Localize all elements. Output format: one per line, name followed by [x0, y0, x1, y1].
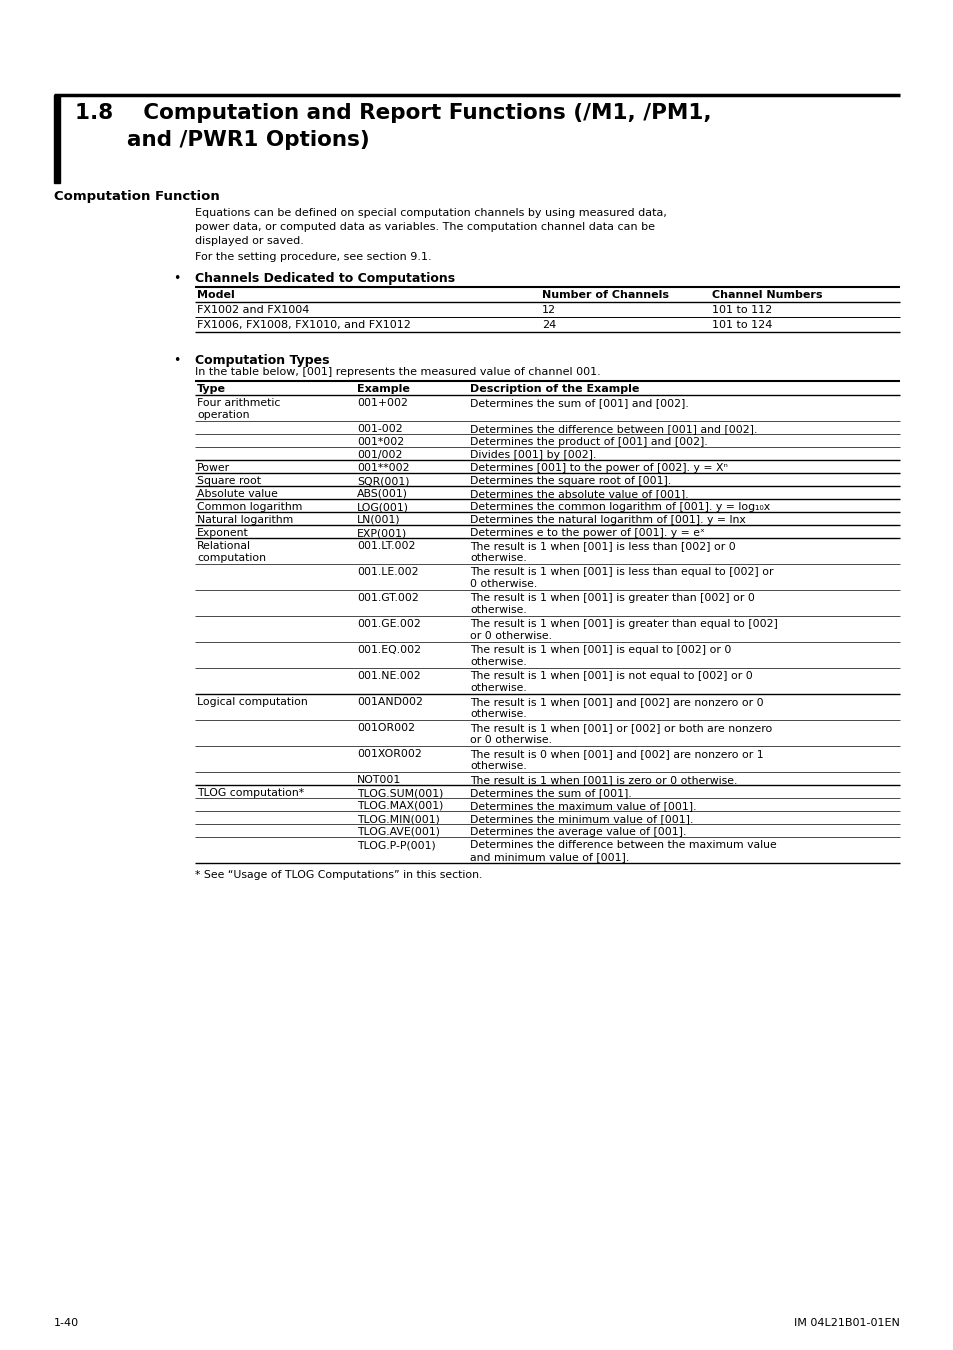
Bar: [54, 95, 60, 184]
Text: Determines the difference between the maximum value
and minimum value of [001].: Determines the difference between the ma…: [470, 840, 776, 863]
Text: power data, or computed data as variables. The computation channel data can be: power data, or computed data as variable…: [194, 221, 655, 232]
Text: displayed or saved.: displayed or saved.: [194, 236, 304, 246]
Text: 1.8    Computation and Report Functions (/M1, /PM1,: 1.8 Computation and Report Functions (/M…: [75, 103, 711, 123]
Text: Absolute value: Absolute value: [196, 489, 277, 500]
Text: 001.GT.002: 001.GT.002: [356, 593, 418, 603]
Text: 24: 24: [541, 320, 556, 329]
Text: Determines the minimum value of [001].: Determines the minimum value of [001].: [470, 814, 693, 824]
Text: Description of the Example: Description of the Example: [470, 383, 639, 394]
Text: Determines [001] to the power of [002]. y = Xⁿ: Determines [001] to the power of [002]. …: [470, 463, 727, 472]
Text: 001**002: 001**002: [356, 463, 409, 472]
Text: Channels Dedicated to Computations: Channels Dedicated to Computations: [194, 271, 455, 285]
Text: Four arithmetic
operation: Four arithmetic operation: [196, 398, 280, 420]
Text: The result is 1 when [001] is equal to [002] or 0
otherwise.: The result is 1 when [001] is equal to […: [470, 645, 731, 667]
Text: Determines the absolute value of [001].: Determines the absolute value of [001].: [470, 489, 688, 500]
Text: 001AND002: 001AND002: [356, 697, 422, 707]
Text: Logical computation: Logical computation: [196, 697, 308, 707]
Text: Natural logarithm: Natural logarithm: [196, 514, 293, 525]
Text: 001+002: 001+002: [356, 398, 408, 408]
Text: Computation Types: Computation Types: [194, 354, 329, 367]
Text: Determines the difference between [001] and [002].: Determines the difference between [001] …: [470, 424, 757, 433]
Text: TLOG.AVE(001): TLOG.AVE(001): [356, 828, 439, 837]
Text: Square root: Square root: [196, 477, 261, 486]
Text: and /PWR1 Options): and /PWR1 Options): [127, 130, 370, 150]
Text: Divides [001] by [002].: Divides [001] by [002].: [470, 450, 596, 460]
Text: 101 to 112: 101 to 112: [711, 305, 771, 315]
Text: In the table below, [001] represents the measured value of channel 001.: In the table below, [001] represents the…: [194, 367, 600, 377]
Text: TLOG computation*: TLOG computation*: [196, 788, 304, 798]
Text: •: •: [172, 271, 180, 285]
Text: Relational
computation: Relational computation: [196, 541, 266, 563]
Text: Computation Function: Computation Function: [54, 190, 219, 202]
Text: The result is 1 when [001] is zero or 0 otherwise.: The result is 1 when [001] is zero or 0 …: [470, 775, 737, 784]
Text: 001OR002: 001OR002: [356, 724, 415, 733]
Text: Exponent: Exponent: [196, 528, 249, 539]
Text: 001*002: 001*002: [356, 437, 404, 447]
Text: 001/002: 001/002: [356, 450, 402, 460]
Text: LN(001): LN(001): [356, 514, 400, 525]
Text: 1-40: 1-40: [54, 1318, 79, 1328]
Text: Channel Numbers: Channel Numbers: [711, 290, 821, 300]
Text: Determines the average value of [001].: Determines the average value of [001].: [470, 828, 685, 837]
Text: 001.EQ.002: 001.EQ.002: [356, 645, 420, 655]
Text: Number of Channels: Number of Channels: [541, 290, 668, 300]
Text: Determines e to the power of [001]. y = eˣ: Determines e to the power of [001]. y = …: [470, 528, 704, 539]
Text: 12: 12: [541, 305, 556, 315]
Text: Determines the common logarithm of [001]. y = log₁₀x: Determines the common logarithm of [001]…: [470, 502, 769, 512]
Text: Determines the product of [001] and [002].: Determines the product of [001] and [002…: [470, 437, 707, 447]
Text: NOT001: NOT001: [356, 775, 401, 784]
Text: Determines the sum of [001] and [002].: Determines the sum of [001] and [002].: [470, 398, 688, 408]
Text: Determines the sum of [001].: Determines the sum of [001].: [470, 788, 631, 798]
Text: ABS(001): ABS(001): [356, 489, 408, 500]
Text: Type: Type: [196, 383, 226, 394]
Text: Example: Example: [356, 383, 410, 394]
Text: The result is 1 when [001] and [002] are nonzero or 0
otherwise.: The result is 1 when [001] and [002] are…: [470, 697, 762, 720]
Text: The result is 0 when [001] and [002] are nonzero or 1
otherwise.: The result is 0 when [001] and [002] are…: [470, 749, 762, 771]
Text: Power: Power: [196, 463, 230, 472]
Text: 101 to 124: 101 to 124: [711, 320, 772, 329]
Text: Model: Model: [196, 290, 234, 300]
Text: 001.LT.002: 001.LT.002: [356, 541, 415, 551]
Text: For the setting procedure, see section 9.1.: For the setting procedure, see section 9…: [194, 252, 431, 262]
Text: 001.NE.002: 001.NE.002: [356, 671, 420, 680]
Text: 001.GE.002: 001.GE.002: [356, 620, 420, 629]
Text: FX1006, FX1008, FX1010, and FX1012: FX1006, FX1008, FX1010, and FX1012: [196, 320, 411, 329]
Text: Equations can be defined on special computation channels by using measured data,: Equations can be defined on special comp…: [194, 208, 666, 217]
Text: The result is 1 when [001] is greater than [002] or 0
otherwise.: The result is 1 when [001] is greater th…: [470, 593, 754, 616]
Text: EXP(001): EXP(001): [356, 528, 407, 539]
Text: Determines the natural logarithm of [001]. y = lnx: Determines the natural logarithm of [001…: [470, 514, 745, 525]
Text: SQR(001): SQR(001): [356, 477, 409, 486]
Text: TLOG.SUM(001): TLOG.SUM(001): [356, 788, 443, 798]
Text: LOG(001): LOG(001): [356, 502, 409, 512]
Text: •: •: [172, 354, 180, 367]
Text: 001.LE.002: 001.LE.002: [356, 567, 418, 576]
Text: The result is 1 when [001] is less than [002] or 0
otherwise.: The result is 1 when [001] is less than …: [470, 541, 735, 563]
Text: * See “Usage of TLOG Computations” in this section.: * See “Usage of TLOG Computations” in th…: [194, 869, 482, 880]
Text: 001XOR002: 001XOR002: [356, 749, 421, 759]
Text: The result is 1 when [001] is less than equal to [002] or
0 otherwise.: The result is 1 when [001] is less than …: [470, 567, 773, 590]
Text: 001-002: 001-002: [356, 424, 402, 433]
Text: The result is 1 when [001] is greater than equal to [002]
or 0 otherwise.: The result is 1 when [001] is greater th…: [470, 620, 777, 641]
Text: Determines the maximum value of [001].: Determines the maximum value of [001].: [470, 801, 696, 811]
Text: Common logarithm: Common logarithm: [196, 502, 302, 512]
Text: Determines the square root of [001].: Determines the square root of [001].: [470, 477, 671, 486]
Text: The result is 1 when [001] or [002] or both are nonzero
or 0 otherwise.: The result is 1 when [001] or [002] or b…: [470, 724, 771, 745]
Text: TLOG.MIN(001): TLOG.MIN(001): [356, 814, 439, 824]
Text: IM 04L21B01-01EN: IM 04L21B01-01EN: [793, 1318, 899, 1328]
Text: The result is 1 when [001] is not equal to [002] or 0
otherwise.: The result is 1 when [001] is not equal …: [470, 671, 752, 694]
Text: TLOG.P-P(001): TLOG.P-P(001): [356, 840, 436, 850]
Text: FX1002 and FX1004: FX1002 and FX1004: [196, 305, 309, 315]
Text: TLOG.MAX(001): TLOG.MAX(001): [356, 801, 443, 811]
